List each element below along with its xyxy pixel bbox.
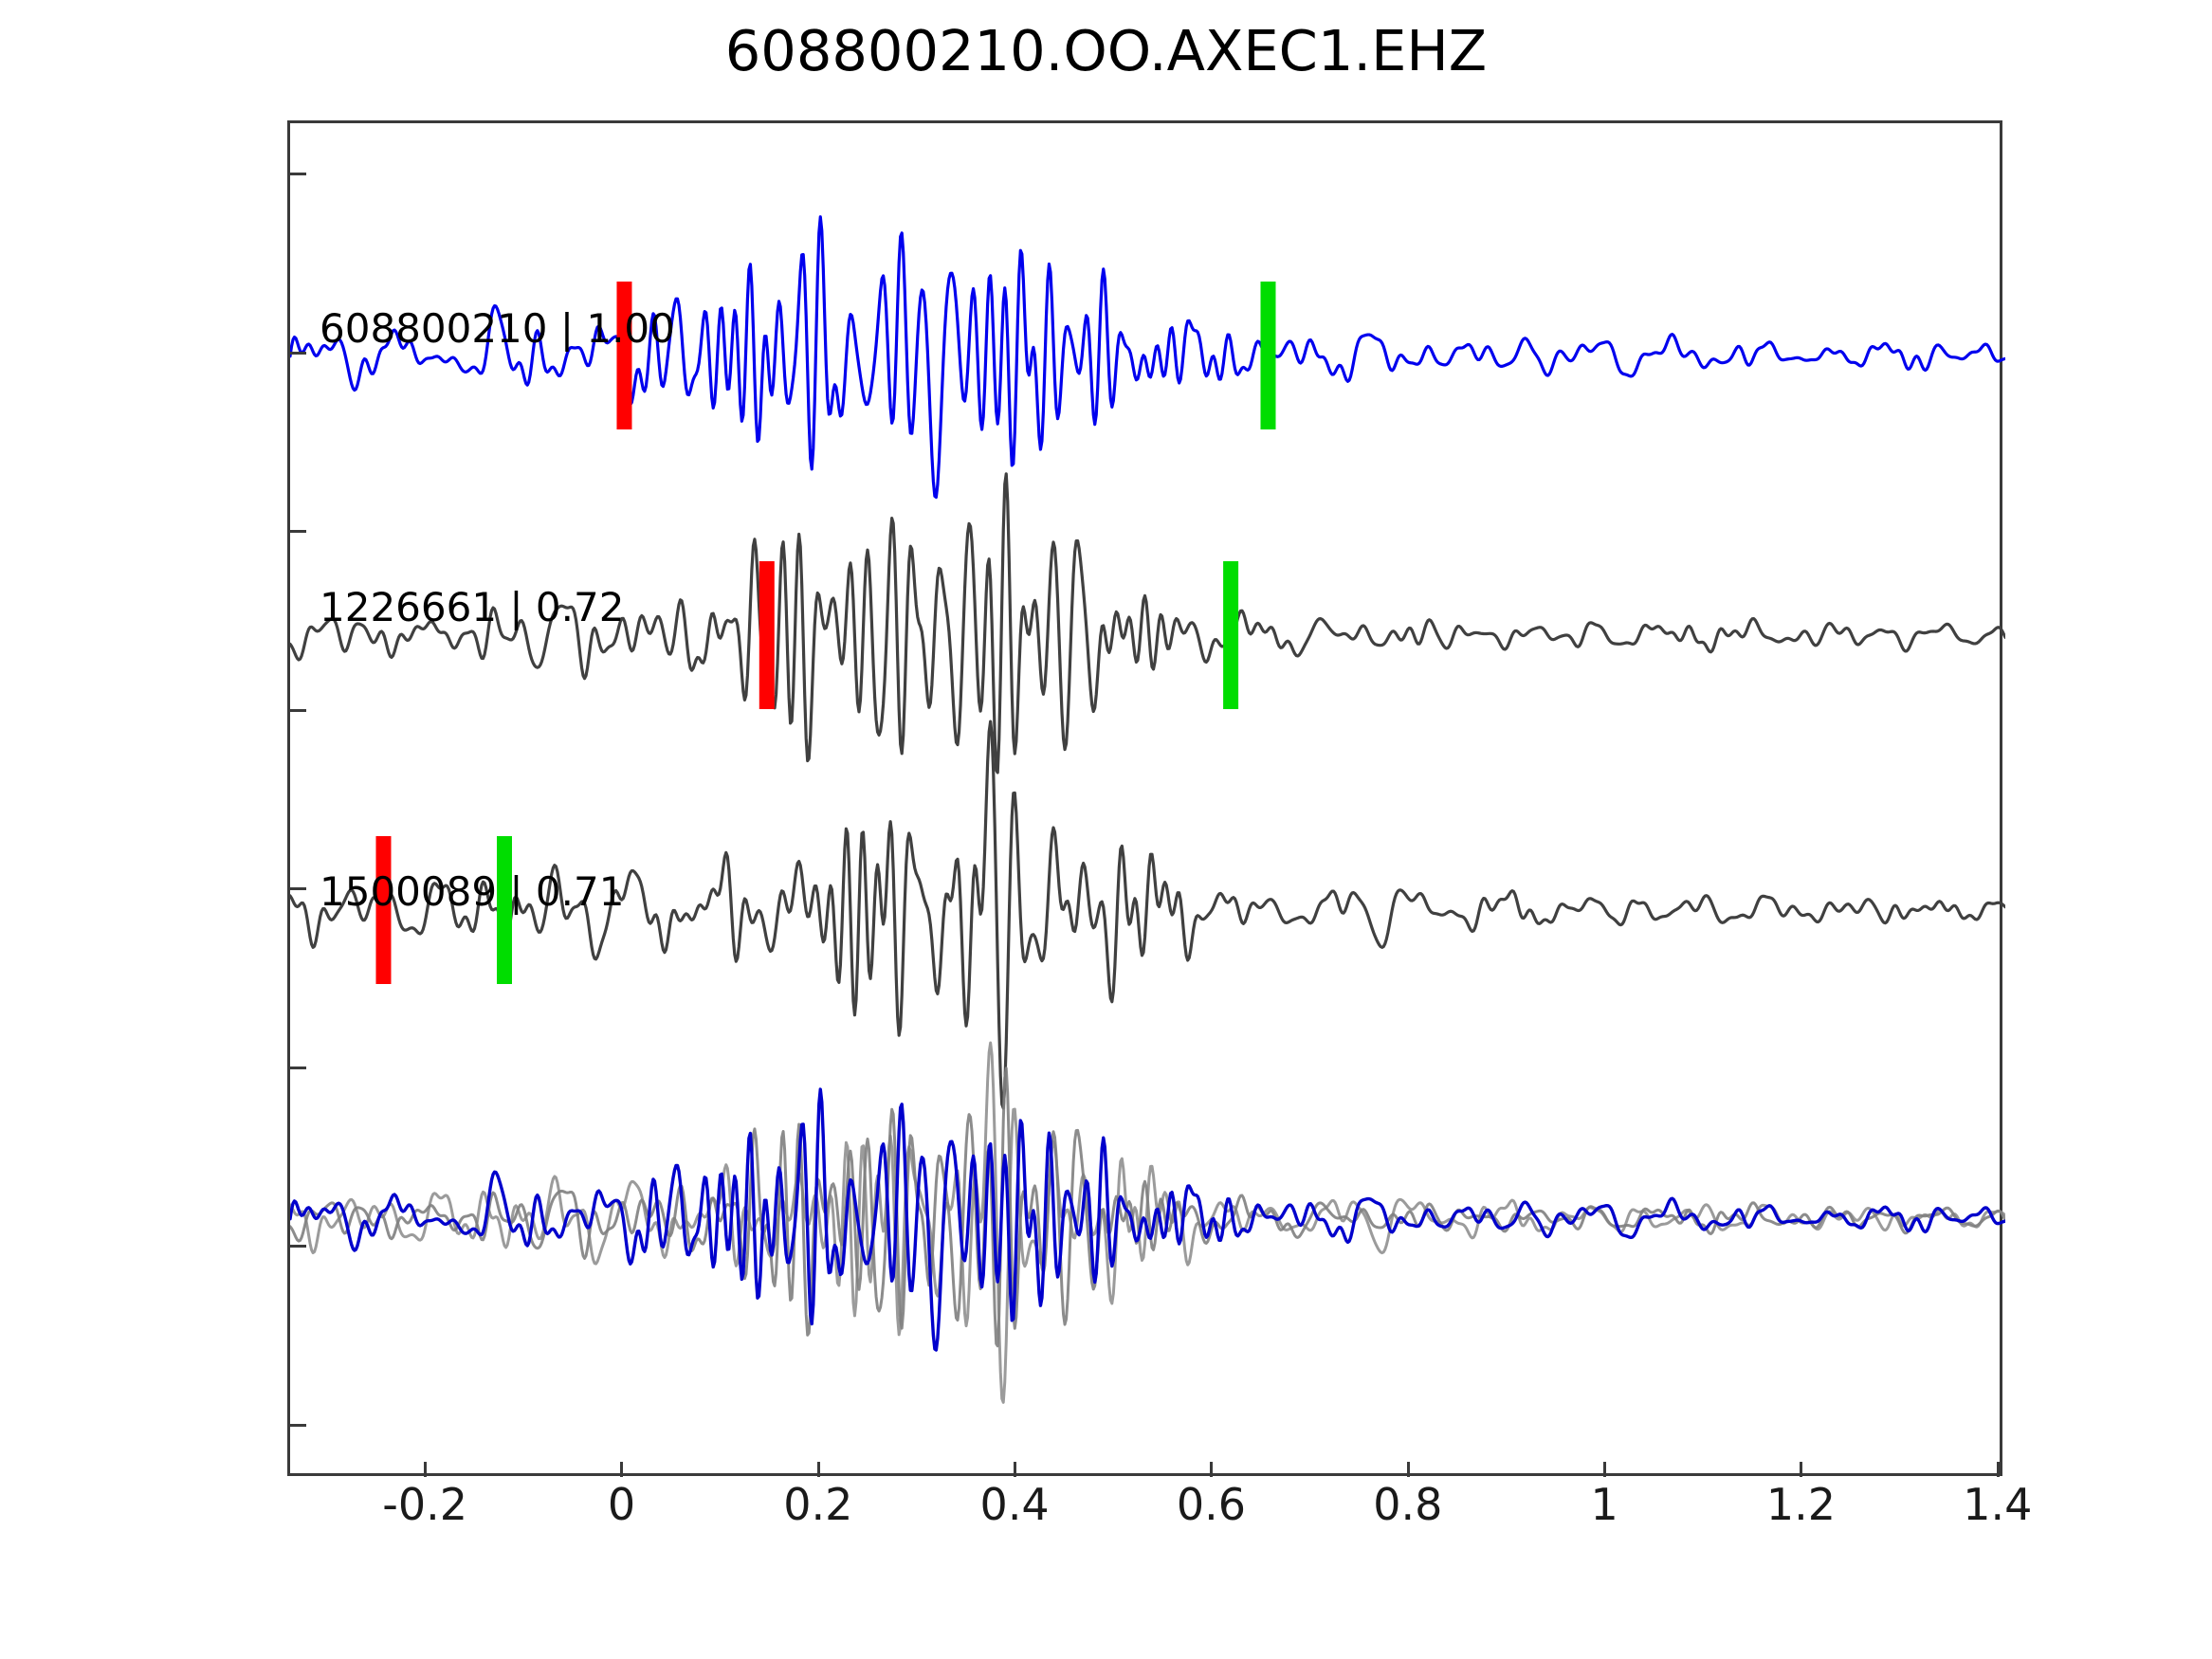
trace-label-1500089: 1500089 | 0.71 bbox=[320, 868, 625, 915]
p-pick-marker-1226661 bbox=[759, 561, 775, 709]
x-tick-mark bbox=[816, 1462, 820, 1477]
s-pick-marker-1226661 bbox=[1223, 561, 1239, 709]
y-tick-mark bbox=[287, 1245, 306, 1249]
x-tick-label: 0.4 bbox=[979, 1479, 1050, 1530]
trace-label-1226661: 1226661 | 0.72 bbox=[320, 584, 625, 630]
trace-label-608800210: 608800210 | 1.00 bbox=[320, 305, 675, 352]
x-tick-label: 1 bbox=[1590, 1479, 1618, 1530]
y-tick-mark bbox=[287, 1066, 306, 1069]
y-tick-mark bbox=[287, 887, 306, 891]
s-pick-marker-1500089 bbox=[497, 836, 512, 984]
x-tick-mark bbox=[1996, 1462, 2000, 1477]
x-tick-label: 1.2 bbox=[1765, 1479, 1837, 1530]
y-tick-mark bbox=[287, 530, 306, 534]
y-tick-mark bbox=[287, 708, 306, 712]
x-tick-mark bbox=[1014, 1462, 1017, 1477]
y-tick-mark bbox=[287, 1424, 306, 1427]
x-tick-mark bbox=[1800, 1462, 1803, 1477]
plot-axes-frame bbox=[287, 120, 2005, 1476]
waveform-canvas bbox=[290, 215, 2005, 1404]
waveform-path bbox=[290, 1087, 2005, 1352]
trace-1226661 bbox=[290, 472, 2005, 775]
p-pick-marker-608800210 bbox=[616, 282, 632, 429]
x-tick-label: 0 bbox=[607, 1479, 636, 1530]
x-tick-mark bbox=[1406, 1462, 1410, 1477]
x-tick-label: 0.2 bbox=[783, 1479, 853, 1530]
x-tick-mark bbox=[1603, 1462, 1607, 1477]
waveform-path bbox=[290, 215, 2005, 500]
y-tick-mark bbox=[287, 173, 306, 175]
trace-1500089 bbox=[290, 720, 2005, 1110]
x-tick-label: 0.8 bbox=[1373, 1479, 1443, 1530]
x-tick-label: 1.4 bbox=[1963, 1479, 2033, 1530]
page-title: 608800210.OO.AXEC1.EHZ bbox=[724, 18, 1488, 83]
x-tick-mark bbox=[424, 1462, 428, 1477]
y-tick-mark bbox=[287, 351, 306, 355]
waveform-path bbox=[290, 472, 2005, 775]
p-pick-marker-1500089 bbox=[375, 836, 392, 984]
x-tick-label: 0.6 bbox=[1176, 1479, 1247, 1530]
x-tick-mark bbox=[620, 1462, 624, 1477]
x-tick-mark bbox=[1210, 1462, 1214, 1477]
waveform-path bbox=[290, 1066, 2005, 1348]
trace-608800210 bbox=[290, 215, 2005, 500]
waveform-path bbox=[290, 720, 2005, 1110]
s-pick-marker-608800210 bbox=[1260, 282, 1276, 429]
x-tick-label: -0.2 bbox=[382, 1479, 468, 1530]
